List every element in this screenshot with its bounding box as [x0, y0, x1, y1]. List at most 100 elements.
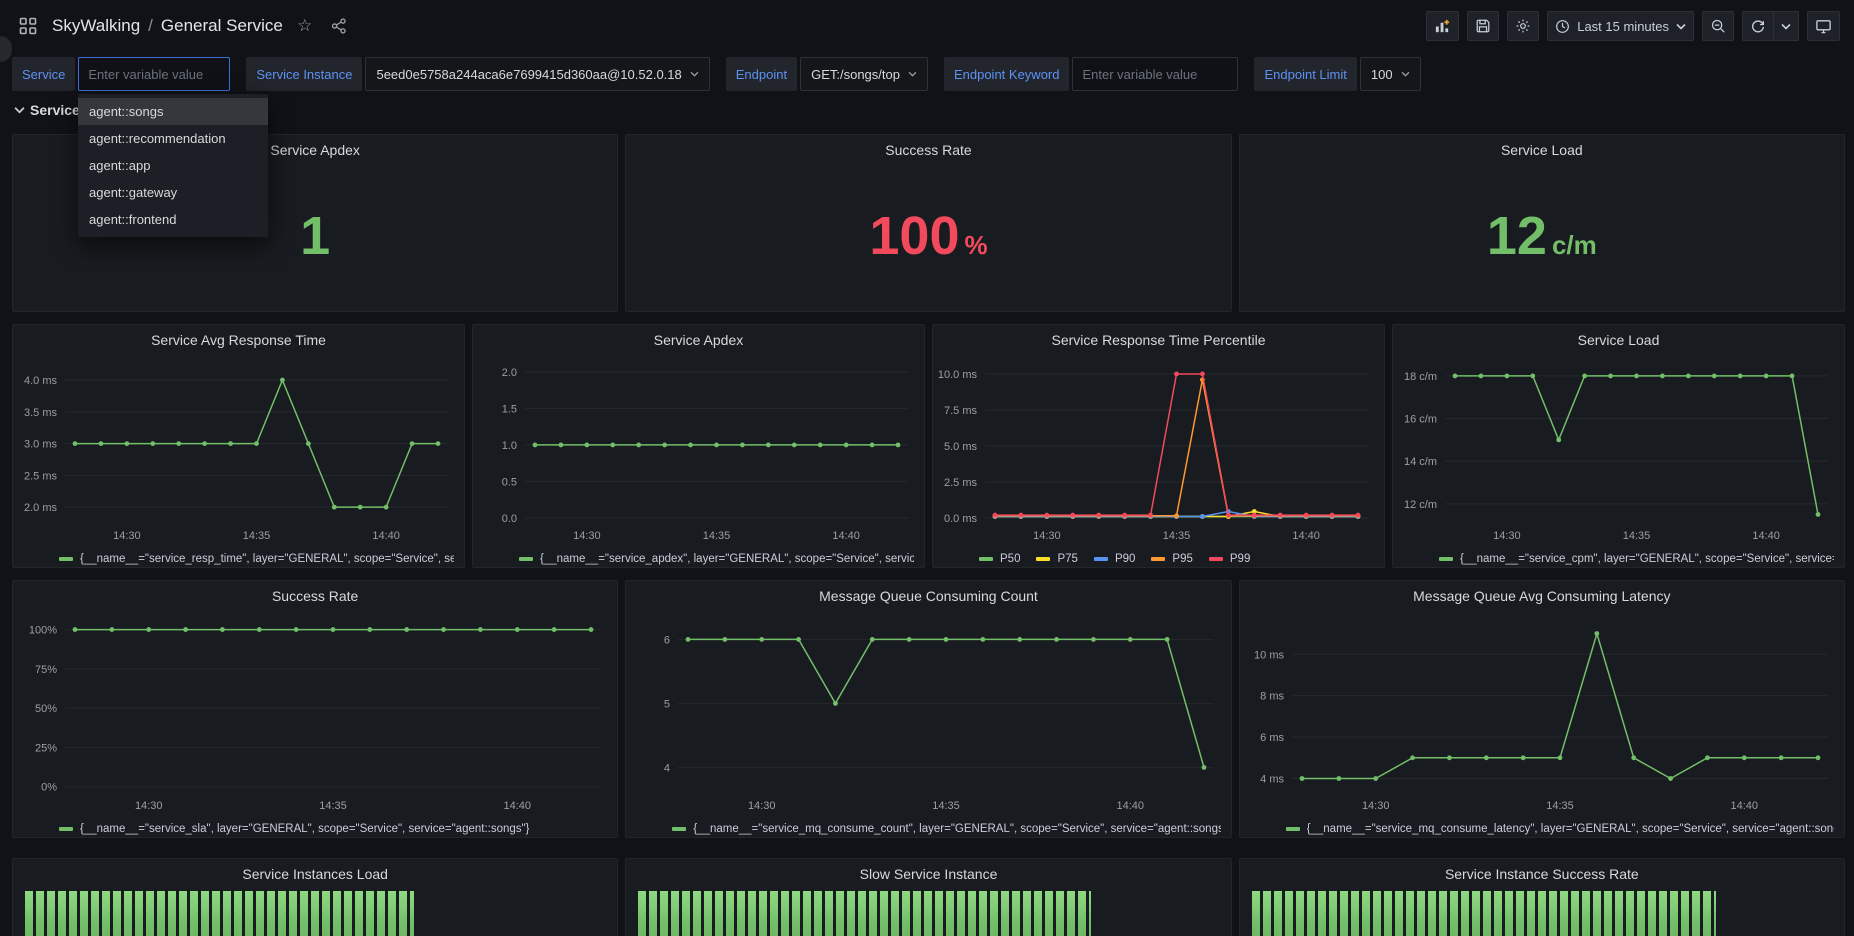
chart-canvas[interactable]: 6 5 4 14:30 14:35 14:40 — [626, 607, 1230, 820]
panel-title[interactable]: Service Instance Success Rate — [1444, 866, 1639, 882]
panel-title[interactable]: Service Load — [1500, 142, 1583, 158]
dropdown-option-agent-frontend[interactable]: agent::frontend — [89, 212, 177, 227]
variable-endpoint-keyword-input[interactable] — [1072, 57, 1239, 91]
legend-item[interactable]: P95 — [1151, 553, 1193, 565]
variable-endpoint-limit-value[interactable]: 100 — [1359, 57, 1421, 91]
dropdown-option-agent-app[interactable]: agent::app — [89, 158, 151, 173]
lcd-bar-gauge[interactable] — [25, 891, 414, 936]
lcd-bar-gauge[interactable] — [1251, 891, 1716, 936]
dropdown-option-agent-songs[interactable]: agent::songs — [78, 98, 268, 125]
stat-body[interactable]: 12 c/m — [1240, 161, 1844, 311]
legend-label: {__name__="service_resp_time", layer="GE… — [80, 553, 454, 565]
svg-text:14:30: 14:30 — [573, 530, 601, 542]
svg-text:5.0 ms: 5.0 ms — [944, 441, 978, 453]
share-icon[interactable] — [327, 14, 351, 38]
lcd-bar-gauge[interactable] — [638, 891, 1091, 936]
chart-legend: {__name__="service_cpm", layer="GENERAL"… — [1393, 550, 1844, 567]
stat-number: 12 — [1486, 206, 1547, 266]
save-dashboard-button[interactable] — [1467, 11, 1500, 41]
zoom-out-time-button[interactable] — [1702, 11, 1734, 41]
panel-title[interactable]: Message Queue Consuming Count — [819, 588, 1038, 604]
panel-success-rate: Success Rate 100% 75% 50% 25% 0% 14:30 14:35 14:… — [12, 580, 619, 838]
svg-text:1.0: 1.0 — [502, 440, 517, 452]
panel-title[interactable]: Success Rate — [885, 142, 972, 158]
variable-service-input[interactable] — [78, 57, 231, 91]
legend-swatch — [1151, 557, 1166, 561]
chart-canvas[interactable]: 4.0 ms 3.5 ms 3.0 ms 2.5 ms 2.0 ms 14:30 14:35… — [13, 351, 464, 550]
add-panel-button[interactable] — [1426, 11, 1460, 41]
legend-swatch — [59, 557, 73, 561]
legend-item[interactable]: {__name__="service_resp_time", layer="GE… — [59, 553, 454, 565]
chart-canvas[interactable]: 100% 75% 50% 25% 0% 14:30 14:35 14:40 — [13, 607, 617, 820]
panel-title[interactable]: Service Instances Load — [242, 866, 388, 882]
panel-service-response-time-percentile: Service Response Time Percentile 10.0 ms 7… — [932, 324, 1385, 568]
svg-text:14:40: 14:40 — [1752, 530, 1780, 542]
stat-unit: % — [964, 230, 988, 260]
chart-canvas[interactable]: 10 ms 8 ms 6 ms 4 ms 14:30 14:35 14:40 — [1240, 607, 1844, 820]
dashboard-settings-button[interactable] — [1507, 11, 1540, 41]
chart-canvas[interactable]: 10.0 ms 7.5 ms 5.0 ms 2.5 ms 0.0 ms 14:30 14:3… — [933, 351, 1384, 550]
legend-item[interactable]: {__name__="service_cpm", layer="GENERAL"… — [1439, 553, 1834, 565]
panel-title[interactable]: Service Apdex — [653, 332, 744, 348]
time-range-picker[interactable]: Last 15 minutes — [1547, 11, 1694, 41]
variable-service-instance-label[interactable]: Service Instance — [246, 57, 363, 91]
legend-swatch — [979, 557, 993, 561]
svg-text:14:40: 14:40 — [504, 800, 532, 812]
legend-item[interactable]: {__name__="service_mq_consume_latency", … — [1285, 823, 1834, 835]
panel-title[interactable]: Service Apdex — [270, 142, 360, 158]
variable-service-label[interactable]: Service — [12, 57, 76, 91]
chart-canvas[interactable]: 2.0 1.5 1.0 0.5 0.0 14:30 14:35 14:40 — [473, 351, 924, 550]
chart-row-2: Success Rate 100% 75% 50% 25% 0% 14:30 14:35 14:… — [12, 580, 1845, 838]
refresh-interval-button[interactable] — [1774, 11, 1799, 41]
variable-endpoint-value[interactable]: GET:/songs/top — [800, 57, 928, 91]
svg-text:2.5 ms: 2.5 ms — [24, 470, 58, 482]
svg-text:0%: 0% — [41, 782, 57, 794]
row-header-label: Service — [30, 102, 80, 118]
legend-item[interactable]: {__name__="service_sla", layer="GENERAL"… — [59, 823, 529, 835]
sidebar-toggle[interactable] — [0, 36, 12, 62]
panel-title[interactable]: Slow Service Instance — [859, 866, 998, 882]
breadcrumb-app[interactable]: SkyWalking — [52, 16, 141, 35]
variable-endpoint-label[interactable]: Endpoint — [725, 57, 798, 91]
apps-grid-icon[interactable] — [14, 12, 42, 40]
legend-item[interactable]: {__name__="service_apdex", layer="GENERA… — [519, 553, 914, 565]
chevron-down-icon — [1676, 23, 1686, 30]
legend-swatch — [1093, 557, 1108, 561]
svg-text:0.5: 0.5 — [502, 476, 517, 488]
refresh-button-group — [1742, 11, 1799, 41]
legend-item[interactable]: {__name__="service_mq_consume_count", la… — [672, 823, 1221, 835]
chevron-down-icon — [690, 71, 699, 77]
stat-body[interactable]: 1 — [13, 161, 617, 311]
panel-title[interactable]: Success Rate — [271, 588, 359, 604]
refresh-button[interactable] — [1742, 11, 1774, 41]
chart-canvas[interactable]: 18 c/m 16 c/m 14 c/m 12 c/m 14:30 14:35 14:40 — [1393, 351, 1844, 550]
svg-text:10 ms: 10 ms — [1254, 649, 1284, 661]
dropdown-option-agent-recommendation[interactable]: agent::recommendation — [89, 131, 226, 146]
legend-item[interactable]: P90 — [1093, 553, 1135, 565]
kiosk-mode-button[interactable] — [1807, 11, 1840, 41]
panel-title[interactable]: Service Avg Response Time — [151, 332, 326, 348]
stat-body[interactable]: 100% — [626, 161, 1230, 311]
svg-text:6 ms: 6 ms — [1260, 732, 1284, 744]
panel-title[interactable]: Service Load — [1577, 332, 1660, 348]
gauge-body — [13, 885, 617, 936]
panel-message-queue-consuming-count: Message Queue Consuming Count 6 5 4 14:30 14:… — [625, 580, 1232, 838]
chart-legend: P50 P75 P90 P95 P99 — [933, 550, 1384, 567]
dropdown-option-agent-gateway[interactable]: agent::gateway — [89, 185, 178, 200]
legend-label: P75 — [1057, 553, 1078, 565]
favorite-star-icon[interactable]: ☆ — [297, 16, 313, 36]
variable-endpoint-limit-label[interactable]: Endpoint Limit — [1254, 57, 1357, 91]
breadcrumb-page[interactable]: General Service — [160, 16, 283, 35]
legend-item[interactable]: P75 — [1036, 553, 1078, 565]
svg-text:0.0 ms: 0.0 ms — [944, 513, 978, 525]
legend-item[interactable]: P50 — [979, 553, 1020, 565]
chart-legend: {__name__="service_resp_time", layer="GE… — [13, 550, 464, 567]
variable-service-instance-value[interactable]: 5eed0e5758a244aca6e7699415d360aa@10.52.0… — [365, 57, 710, 91]
svg-text:8 ms: 8 ms — [1260, 691, 1284, 703]
panel-title[interactable]: Service Response Time Percentile — [1051, 332, 1266, 348]
panel-title[interactable]: Message Queue Avg Consuming Latency — [1413, 588, 1671, 604]
chevron-down-icon — [908, 71, 917, 77]
legend-item[interactable]: P99 — [1208, 553, 1250, 565]
variable-endpoint-keyword-label[interactable]: Endpoint Keyword — [943, 57, 1070, 91]
row-header-service[interactable]: Service — [14, 102, 80, 118]
